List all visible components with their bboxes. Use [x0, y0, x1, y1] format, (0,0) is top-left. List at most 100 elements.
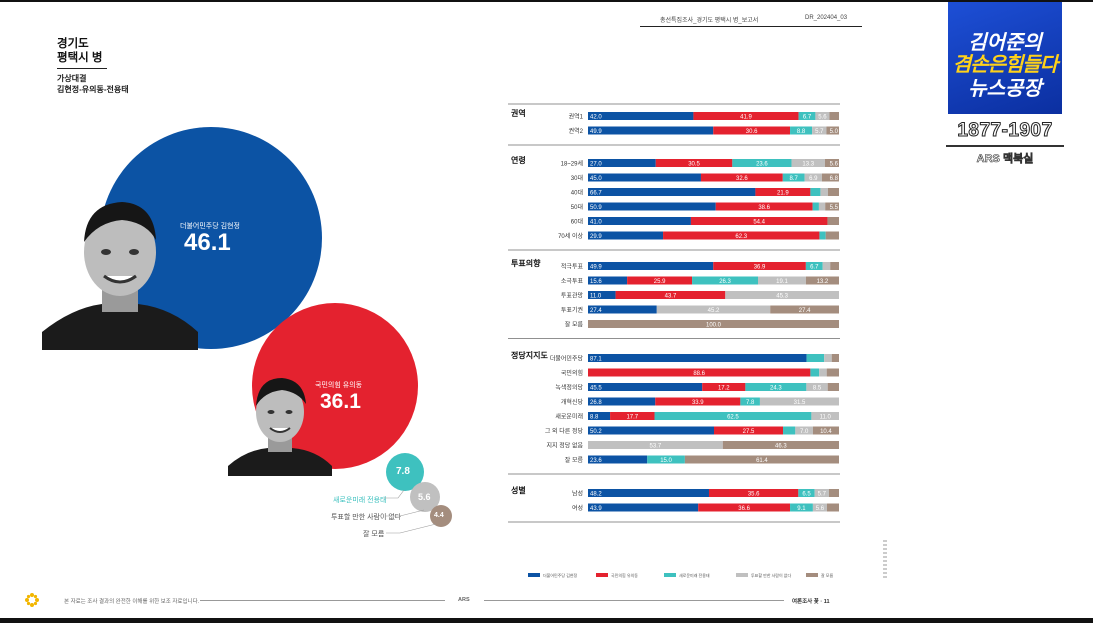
data-label: 27.5 [743, 429, 755, 435]
bar-segment [655, 159, 733, 167]
bar-segment [806, 354, 825, 362]
legend-swatch [664, 573, 676, 577]
bar-segment [698, 503, 791, 512]
bar-segment [825, 202, 839, 211]
bar-segment [759, 397, 839, 406]
row-label: 지지 정당 없음 [547, 442, 584, 450]
legend-swatch [806, 573, 818, 577]
data-label: 8.5 [813, 385, 822, 391]
bar-segment [827, 188, 839, 196]
data-label: 50.2 [590, 429, 602, 435]
data-label: 5.7 [818, 491, 827, 497]
flower-logo-icon [25, 593, 39, 607]
bar-segment [798, 489, 815, 497]
bar-segment [588, 368, 811, 377]
data-label: 62.5 [727, 414, 739, 420]
bar-segment [588, 397, 656, 406]
phone-number: 1877-1907 [957, 120, 1053, 142]
bar-segment [810, 188, 821, 196]
bar-segment [790, 503, 813, 512]
footer-center: ARS [458, 597, 470, 603]
row-label: 투표기권 [561, 306, 583, 314]
top-border [0, 0, 1093, 2]
data-label: 41.9 [740, 114, 752, 120]
data-label: 43.7 [665, 293, 677, 299]
data-label: 31.5 [794, 400, 806, 406]
data-label: 23.6 [756, 161, 768, 167]
bottom-border [0, 618, 1093, 623]
data-label: 26.3 [719, 279, 731, 285]
bar-segment [821, 173, 839, 182]
legend-entry: 더불어민주당 김현정 [543, 572, 578, 578]
bar-segment [615, 291, 726, 299]
bar-segment [822, 262, 831, 270]
bar-segment [819, 231, 826, 240]
bar-segment [588, 426, 715, 435]
data-label: 15.6 [590, 279, 602, 285]
bar-segment [725, 291, 839, 299]
doc-title: 총선특집조사_경기도 평택시 병_보고서 [660, 18, 759, 24]
data-label: 27.4 [590, 308, 602, 314]
data-label: 88.6 [693, 371, 705, 377]
bar-segment [826, 126, 839, 135]
data-label: 32.6 [736, 176, 748, 182]
portrait-kim-hyunjung-icon [42, 202, 198, 350]
data-label: 13.3 [802, 161, 814, 167]
data-label: 50.9 [590, 205, 602, 211]
bar-segment [588, 503, 699, 512]
data-label: 5.6 [818, 114, 827, 120]
data-label: 61.4 [756, 458, 768, 464]
bar-segment [588, 262, 714, 270]
legend-entry: 잘 모름 [821, 572, 833, 578]
row-label: 개혁신당 [561, 398, 584, 406]
callout-line [385, 509, 425, 517]
data-label: 5.5 [830, 205, 839, 211]
bar-segment [715, 202, 813, 211]
bar-segment [588, 320, 839, 328]
bar-segment [829, 112, 839, 120]
row-label: 70세 이상 [558, 232, 583, 240]
row-label: 권역1 [569, 113, 584, 121]
side-mark [883, 540, 887, 580]
data-label: 21.9 [777, 190, 789, 196]
bar-segment [814, 489, 829, 497]
data-label: 46.3 [775, 443, 787, 449]
data-label: 6.7 [803, 114, 812, 120]
bar-segment [827, 217, 839, 225]
bar-segment [588, 383, 703, 391]
bar-segment [758, 276, 806, 285]
row-label: 투표관망 [561, 292, 584, 300]
bar-segment [732, 159, 792, 167]
footer-rule-right [484, 600, 784, 601]
bar-segment [818, 202, 826, 211]
bubble-1-name: 더불어민주당 김현정 [180, 223, 240, 230]
data-label: 5.7 [815, 129, 824, 135]
footer-rule-left [200, 600, 445, 601]
data-label: 49.9 [590, 129, 602, 135]
bar-segment [588, 159, 656, 167]
legend-swatch [528, 573, 540, 577]
data-label: 10.4 [820, 429, 832, 435]
bar-segment [815, 112, 830, 120]
header-rule [640, 26, 862, 27]
data-label: 49.9 [590, 264, 602, 270]
data-label: 45.5 [590, 385, 602, 391]
bubble-4-value: 5.6 [418, 492, 431, 502]
bar-segment [684, 455, 839, 464]
callout-candidate-4: 투표할 만한 사람이 없다 [331, 514, 402, 521]
bar-segment [770, 305, 839, 314]
bar-segment [812, 126, 827, 135]
row-label: 녹색정의당 [555, 384, 583, 392]
row-label: 권역2 [569, 127, 584, 135]
data-label: 27.4 [799, 308, 811, 314]
phone-rule [946, 145, 1064, 147]
row-label: 50대 [571, 203, 583, 211]
data-label: 6.5 [802, 491, 811, 497]
data-label: 43.9 [590, 506, 602, 512]
bar-segment [824, 354, 832, 362]
portrait-yu-uidong-icon [228, 378, 332, 476]
row-label: 소극투표 [561, 278, 584, 285]
data-label: 38.6 [758, 205, 770, 211]
data-label: 11.0 [590, 293, 602, 299]
